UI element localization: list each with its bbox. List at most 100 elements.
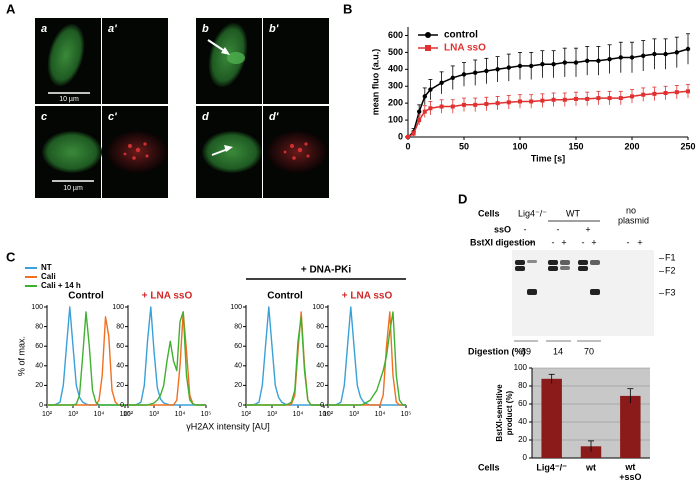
foci bbox=[123, 142, 149, 160]
nucleus bbox=[107, 131, 167, 173]
marker bbox=[495, 101, 500, 106]
marker bbox=[551, 97, 556, 102]
x-tick-label: 10³ bbox=[349, 411, 360, 418]
marker bbox=[450, 104, 455, 109]
marker bbox=[473, 102, 478, 107]
marker bbox=[428, 106, 433, 111]
histogram-curve bbox=[47, 316, 125, 406]
y-axis-label: mean fluo (a.u.) bbox=[370, 49, 380, 116]
x-tick-label: 10² bbox=[42, 411, 53, 418]
histogram-curve bbox=[128, 311, 206, 406]
legend-label: Cali + 14 h bbox=[41, 281, 81, 290]
marker bbox=[422, 94, 427, 99]
legend-label: NT bbox=[41, 263, 52, 272]
gel-sign: - bbox=[519, 237, 522, 247]
marker bbox=[641, 53, 646, 58]
gel-sign: - bbox=[524, 224, 527, 234]
y-tick-label: 80 bbox=[116, 323, 124, 330]
digestion-label: Digestion (%) bbox=[468, 346, 526, 356]
panel-title: Control bbox=[267, 291, 303, 302]
micrographs: 10 µm 10 µm a a' b b' c c' d d' bbox=[35, 18, 329, 198]
x-tick-label: 100 bbox=[512, 141, 527, 151]
y-tick-label: 20 bbox=[35, 382, 43, 389]
marker bbox=[607, 96, 612, 101]
y-tick-label: 100 bbox=[388, 114, 403, 124]
y-tick-label: 400 bbox=[388, 64, 403, 74]
y-tick-label: 40 bbox=[35, 363, 43, 370]
y-tick-label: 100 bbox=[514, 363, 528, 372]
image-label: d bbox=[202, 111, 209, 123]
marker bbox=[685, 46, 691, 52]
gel-cell-label: plasmid bbox=[618, 215, 649, 225]
image-label: c bbox=[41, 111, 47, 123]
gel-cell-label: no bbox=[626, 205, 636, 215]
marker bbox=[607, 56, 612, 62]
bar bbox=[580, 446, 602, 458]
panel-title: Control bbox=[68, 291, 104, 302]
arrow-head bbox=[221, 47, 230, 55]
nucleus bbox=[208, 22, 248, 88]
gel-row-label: Cells bbox=[478, 208, 500, 218]
marker bbox=[551, 62, 556, 67]
y-tick-label: 300 bbox=[388, 81, 403, 91]
x-tick-label: 10⁵ bbox=[401, 411, 412, 418]
x-tick-label: 0 bbox=[405, 141, 410, 151]
x-tick-label: 10⁵ bbox=[201, 411, 212, 418]
gel-cell-label: WT bbox=[566, 208, 580, 218]
y-tick-label: 20 bbox=[316, 382, 324, 389]
y-tick-label: 200 bbox=[388, 98, 403, 108]
panel-label: B bbox=[343, 1, 352, 16]
x-tick-label: 250 bbox=[680, 141, 695, 151]
marker bbox=[473, 70, 478, 75]
arrow-head bbox=[224, 145, 233, 152]
marker bbox=[540, 98, 545, 103]
marker bbox=[540, 62, 545, 67]
image-label: d' bbox=[269, 111, 279, 123]
panel-label: C bbox=[6, 249, 16, 264]
image-label: b' bbox=[269, 23, 279, 35]
y-tick-label: 600 bbox=[388, 30, 403, 40]
y-tick-label: 20 bbox=[116, 382, 124, 389]
y-tick-label: 80 bbox=[35, 323, 43, 330]
scale-bar-label: 10 µm bbox=[59, 96, 79, 103]
x-tick-label: 50 bbox=[459, 141, 469, 151]
marker bbox=[529, 99, 534, 104]
marker bbox=[641, 92, 646, 97]
marker bbox=[573, 60, 579, 65]
image-label: c' bbox=[108, 111, 117, 123]
digestion-value: 89 bbox=[521, 346, 531, 356]
digestion-value: 14 bbox=[553, 346, 563, 356]
bar bbox=[620, 395, 641, 458]
image bbox=[102, 18, 168, 104]
digestion-value: 70 bbox=[584, 346, 594, 356]
nucleus bbox=[47, 23, 85, 87]
x-axis-label: Time [s] bbox=[531, 153, 565, 163]
marker bbox=[462, 102, 466, 107]
x-axis-label: γH2AX intensity [AU] bbox=[186, 421, 270, 431]
marker bbox=[618, 96, 623, 101]
x-tick-label: 10² bbox=[241, 411, 252, 418]
nucleus bbox=[42, 131, 102, 173]
marker bbox=[417, 118, 422, 123]
legend-marker bbox=[425, 45, 431, 51]
y-tick-label: 0 bbox=[523, 453, 528, 462]
marker bbox=[422, 109, 427, 114]
marker bbox=[562, 60, 567, 65]
series-line bbox=[407, 48, 689, 138]
y-tick-label: 80 bbox=[518, 381, 527, 390]
panel-title: + LNA ssO bbox=[142, 291, 193, 302]
marker bbox=[439, 104, 444, 109]
x-tick-label: Lig4⁻/⁻ bbox=[536, 462, 567, 472]
gel-sign: + bbox=[637, 237, 642, 247]
marker bbox=[674, 50, 679, 55]
y-tick-label: 0 bbox=[238, 402, 242, 409]
x-tick-label: 10² bbox=[123, 411, 134, 418]
marker bbox=[652, 91, 657, 96]
marker bbox=[562, 97, 567, 102]
x-tick-label: 10⁴ bbox=[293, 411, 304, 418]
band-label: F2 bbox=[665, 265, 676, 275]
y-tick-label: 80 bbox=[316, 323, 324, 330]
gel-sign: - bbox=[552, 237, 555, 247]
gel-bands bbox=[515, 260, 600, 295]
